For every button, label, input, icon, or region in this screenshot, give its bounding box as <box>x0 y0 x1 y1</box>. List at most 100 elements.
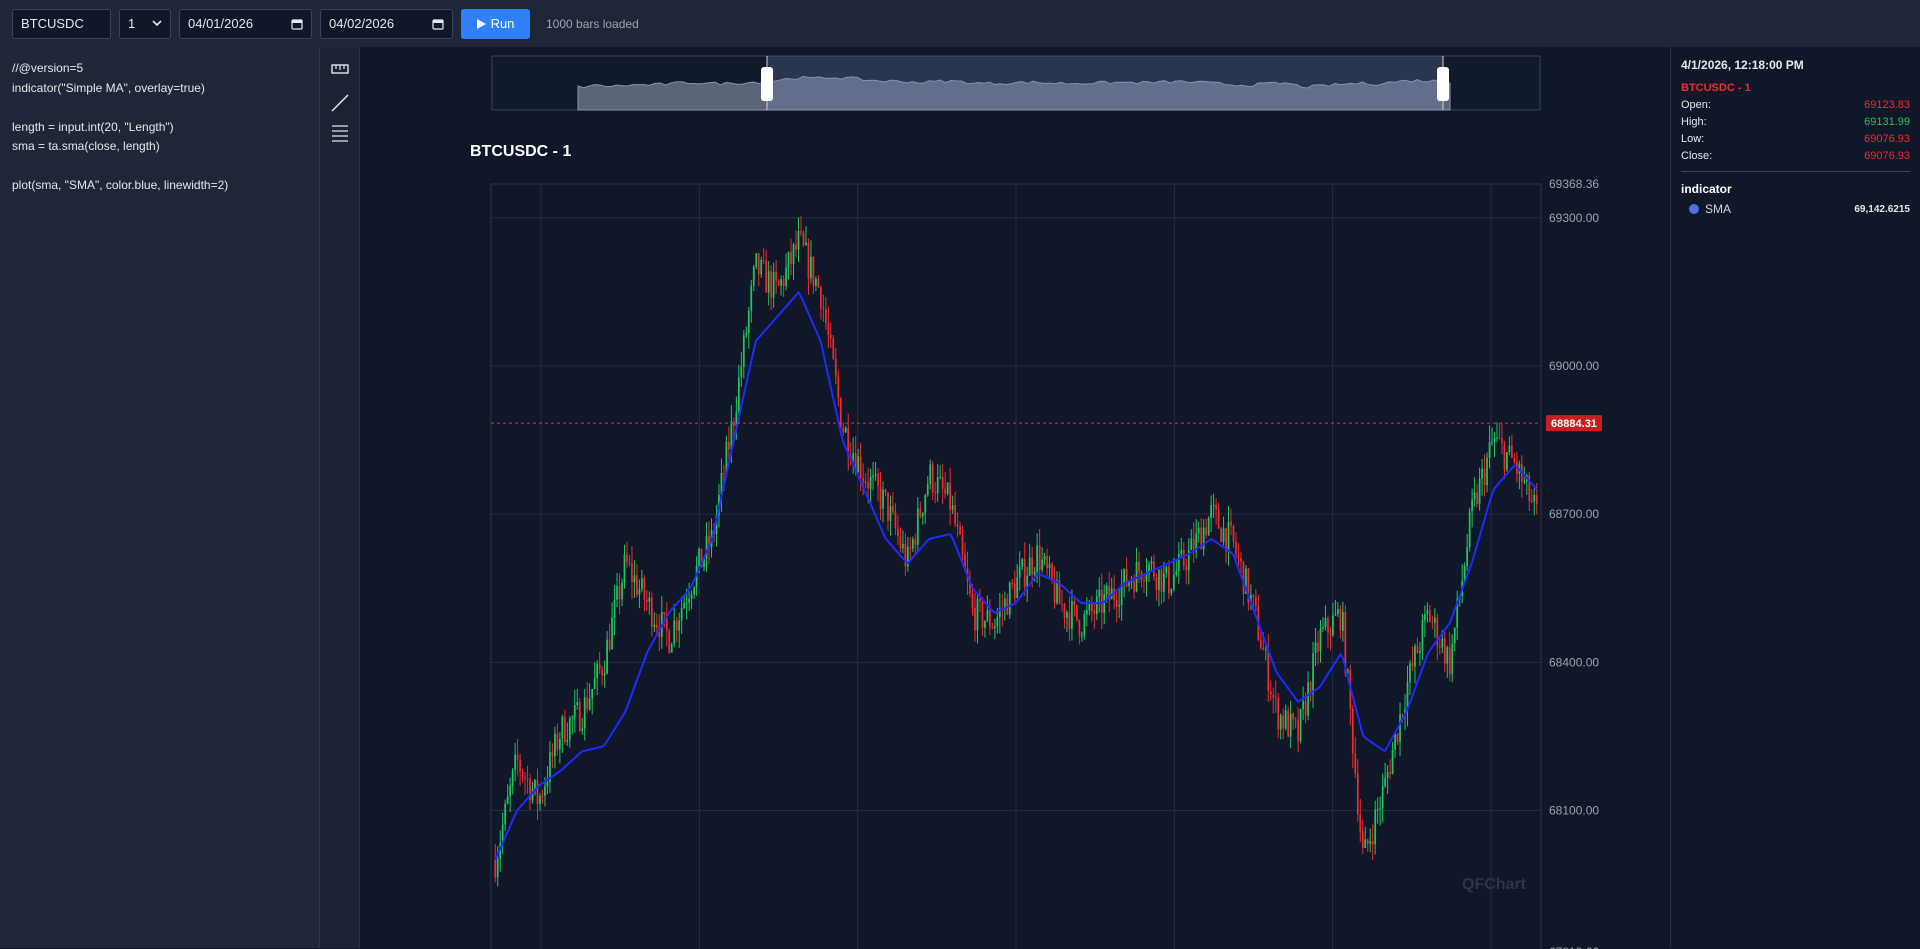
candle-body <box>1170 588 1173 594</box>
candle-body <box>989 609 991 628</box>
candle-body <box>1245 568 1247 594</box>
candle-body <box>1279 715 1282 730</box>
candle-body <box>1036 545 1038 573</box>
divider <box>1681 171 1910 172</box>
legend-ohlc-label: High: <box>1681 116 1707 128</box>
navigator-handle[interactable] <box>1437 67 1449 101</box>
candle-body <box>822 308 825 310</box>
candle-body <box>1212 504 1215 506</box>
candle-body <box>494 859 497 878</box>
y-tick-label: 69368.36 <box>1549 177 1599 191</box>
candle-body <box>551 752 554 757</box>
candle-body <box>1438 646 1441 648</box>
trendline-icon[interactable] <box>330 93 350 113</box>
candle-body <box>996 617 999 627</box>
candle-body <box>511 770 514 786</box>
run-button[interactable]: Run <box>461 8 530 39</box>
candle-body <box>673 620 676 644</box>
candle-body <box>1165 566 1168 574</box>
fibonacci-icon[interactable] <box>330 123 350 143</box>
candle-body <box>1441 638 1444 648</box>
candle-body <box>1319 628 1322 652</box>
navigator-handle[interactable] <box>761 67 773 101</box>
calendar-icon[interactable] <box>291 18 303 30</box>
indicator-item[interactable]: SMA 69,142.6215 <box>1681 202 1910 216</box>
candle-body <box>638 589 641 595</box>
candle-body <box>531 789 534 801</box>
candle-body <box>805 242 807 246</box>
candle-body <box>521 771 524 778</box>
calendar-icon[interactable] <box>432 18 444 30</box>
candle-body <box>613 599 616 618</box>
start-date-input[interactable]: 04/01/2026 <box>179 8 312 39</box>
candle-body <box>1431 621 1434 623</box>
legend-symbol: BTCUSDC - 1 <box>1681 82 1751 94</box>
candle-body <box>1043 555 1046 560</box>
candle-body <box>1150 561 1153 565</box>
end-date-input[interactable]: 04/02/2026 <box>320 8 453 39</box>
candle-body <box>911 539 914 549</box>
candle-body <box>857 456 860 473</box>
candle-body <box>839 398 842 429</box>
top-toolbar: BTCUSDC 1 04/01/2026 04/02/2026 Run 1000… <box>0 0 1920 47</box>
legend-ohlc-value: 69076.93 <box>1864 150 1910 162</box>
candle-body <box>1088 602 1091 611</box>
candle-body <box>496 858 499 878</box>
candle-body <box>1202 527 1205 550</box>
symbol-value: BTCUSDC <box>21 16 84 31</box>
y-tick-label: 69300.00 <box>1549 211 1599 225</box>
candle-body <box>1307 682 1309 716</box>
candle-body <box>1466 547 1469 566</box>
candle-body <box>1083 614 1086 636</box>
candle-body <box>1225 528 1227 552</box>
chart-area[interactable]: 69368.36 69300.00 69000.00 68700.00 68400.00… <box>360 47 1670 949</box>
candle-body <box>544 786 546 796</box>
resolution-select[interactable]: 1 <box>119 8 171 39</box>
candle-body <box>1078 620 1081 636</box>
candle-body <box>815 278 817 286</box>
candle-body <box>810 256 812 279</box>
candle-body <box>765 260 768 293</box>
candle-body <box>688 598 690 603</box>
candle-body <box>991 627 994 629</box>
candle-body <box>539 795 541 804</box>
candle-body <box>956 524 959 527</box>
candle-body <box>693 587 695 595</box>
candle-body <box>844 427 847 433</box>
candle-body <box>832 337 835 359</box>
candle-body <box>1329 632 1332 636</box>
candle-body <box>1259 639 1262 649</box>
candle-body <box>780 279 782 286</box>
symbol-input[interactable]: BTCUSDC <box>12 8 111 39</box>
navigator[interactable] <box>360 47 1670 117</box>
candle-body <box>631 563 633 582</box>
code-editor[interactable]: //@version=5 indicator("Simple MA", over… <box>0 47 320 948</box>
candle-body <box>1523 481 1526 483</box>
candle-body <box>1041 559 1043 570</box>
candle-body <box>1197 527 1200 534</box>
candle-body <box>573 705 576 718</box>
candle-body <box>1481 468 1483 479</box>
candle-body <box>1081 635 1083 637</box>
candle-body <box>1364 839 1367 848</box>
chart-watermark: QFChart <box>1462 876 1526 893</box>
code-line <box>12 157 307 177</box>
candle-body <box>767 271 770 293</box>
navigator-selection <box>767 56 1443 110</box>
candle-body <box>984 620 986 628</box>
candle-body <box>1409 663 1411 683</box>
candle-body <box>1023 559 1026 588</box>
candle-body <box>785 267 787 287</box>
candle-body <box>894 511 897 529</box>
candle-body <box>1227 521 1230 552</box>
candle-body <box>1125 569 1128 587</box>
candle-body <box>887 492 889 521</box>
candle-body <box>690 594 693 599</box>
candle-body <box>708 535 710 548</box>
candle-body <box>1048 563 1051 569</box>
candle-body <box>1508 445 1511 453</box>
candle-body <box>566 739 569 743</box>
ruler-icon[interactable] <box>330 59 350 79</box>
candle-body <box>834 358 837 377</box>
price-chart[interactable]: 69368.36 69300.00 69000.00 68700.00 68400.00… <box>360 94 1670 949</box>
